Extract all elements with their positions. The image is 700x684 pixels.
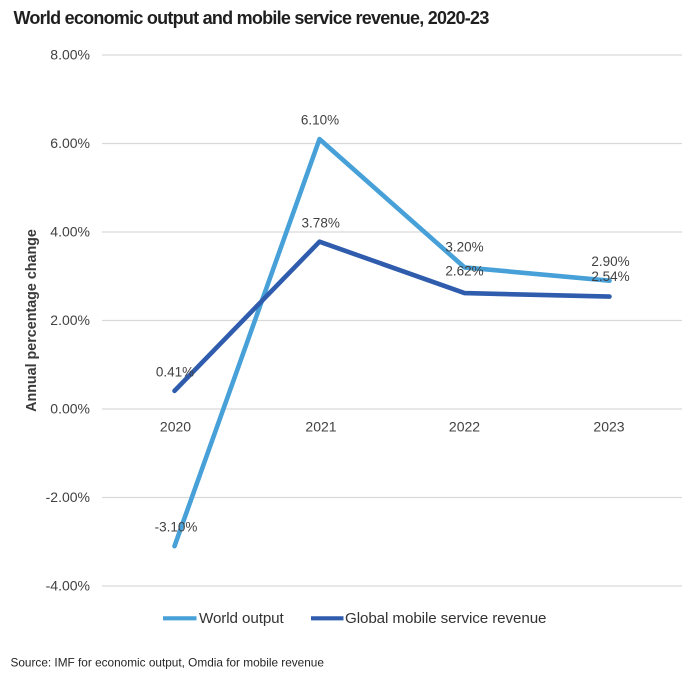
- svg-text:2.62%: 2.62%: [445, 264, 483, 279]
- svg-text:-2.00%: -2.00%: [46, 489, 90, 505]
- svg-text:-3.10%: -3.10%: [155, 520, 198, 535]
- svg-text:2023: 2023: [593, 419, 624, 435]
- svg-text:Source: IMF for economic outpu: Source: IMF for economic output, Omdia f…: [11, 656, 325, 670]
- svg-text:2020: 2020: [160, 419, 191, 435]
- svg-text:World output: World output: [199, 610, 285, 627]
- svg-text:-4.00%: -4.00%: [46, 578, 90, 594]
- svg-text:Global mobile service revenue: Global mobile service revenue: [345, 610, 546, 627]
- svg-text:6.10%: 6.10%: [301, 113, 339, 128]
- svg-text:4.00%: 4.00%: [50, 224, 90, 240]
- svg-text:6.00%: 6.00%: [50, 135, 90, 151]
- svg-text:2.00%: 2.00%: [50, 312, 90, 328]
- svg-text:2.90%: 2.90%: [591, 254, 629, 269]
- svg-text:2.54%: 2.54%: [591, 269, 629, 284]
- svg-text:8.00%: 8.00%: [50, 47, 90, 63]
- svg-text:2021: 2021: [305, 419, 336, 435]
- svg-text:0.41%: 0.41%: [156, 365, 194, 380]
- svg-text:0.00%: 0.00%: [50, 401, 90, 417]
- svg-text:World economic output and mobi: World economic output and mobile service…: [14, 8, 490, 28]
- svg-text:3.20%: 3.20%: [445, 240, 483, 255]
- svg-text:2022: 2022: [449, 419, 480, 435]
- svg-text:3.78%: 3.78%: [302, 216, 340, 231]
- svg-text:Annual percentage change: Annual percentage change: [24, 229, 40, 412]
